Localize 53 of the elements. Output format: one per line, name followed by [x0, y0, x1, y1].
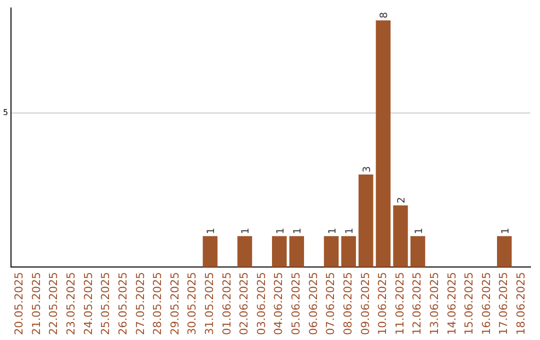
data-label: 1 — [344, 228, 356, 234]
data-label: 1 — [275, 228, 286, 234]
data-label: 1 — [292, 228, 304, 234]
bar — [358, 174, 374, 268]
data-label: 3 — [362, 166, 373, 173]
bar — [272, 236, 287, 268]
data-label: 1 — [206, 228, 218, 234]
x-tick-label: 15.06.2025 — [462, 272, 476, 336]
x-tick-label: 24.05.2025 — [82, 272, 95, 336]
data-label: 1 — [414, 228, 425, 234]
bar — [393, 205, 408, 268]
y-tick-label: 5 — [2, 108, 8, 117]
x-tick-label: 06.06.2025 — [306, 272, 320, 336]
data-label: 1 — [500, 228, 512, 234]
data-label: 1 — [327, 228, 338, 234]
x-tick-label: 11.06.2025 — [393, 272, 406, 336]
x-tick-label: 17.06.2025 — [497, 272, 510, 336]
x-tick-label: 10.06.2025 — [376, 272, 390, 336]
bar — [202, 236, 218, 268]
x-tick-label: 26.05.2025 — [116, 272, 130, 336]
x-tick-label: 08.06.2025 — [341, 272, 354, 336]
x-tick-label: 28.05.2025 — [151, 272, 164, 336]
x-tick-label: 13.06.2025 — [428, 272, 441, 336]
x-tick-label: 23.05.2025 — [64, 272, 78, 336]
bar — [497, 236, 512, 268]
x-tick-label: 02.06.2025 — [238, 272, 251, 336]
x-tick-label: 03.06.2025 — [254, 272, 268, 336]
x-tick-label: 05.06.2025 — [290, 272, 303, 336]
x-tick-label: 30.05.2025 — [186, 272, 199, 336]
bar — [410, 236, 426, 268]
bar — [376, 20, 391, 268]
bar — [289, 236, 304, 268]
data-label: 2 — [396, 196, 408, 204]
x-tick-label: 18.06.2025 — [514, 272, 528, 336]
x-tick-label: 25.05.2025 — [99, 272, 112, 336]
x-tick-label: 29.05.2025 — [168, 272, 182, 336]
data-label: 8 — [379, 12, 390, 18]
x-tick-label: 04.06.2025 — [272, 272, 286, 336]
data-label: 1 — [240, 228, 252, 234]
x-tick-label: 09.06.2025 — [358, 272, 372, 336]
x-tick-label: 12.06.2025 — [410, 272, 424, 336]
x-tick-label: 20.05.2025 — [12, 272, 26, 336]
bar — [341, 236, 356, 268]
x-tick-label: 22.05.2025 — [47, 272, 60, 336]
bar — [237, 236, 252, 268]
x-tick-label: 31.05.2025 — [202, 272, 216, 336]
x-tick-label: 14.06.2025 — [445, 272, 458, 336]
x-tick-label: 21.05.2025 — [30, 272, 43, 336]
x-tick-label: 07.06.2025 — [324, 272, 338, 336]
bar — [324, 236, 339, 268]
x-tick-label: 01.06.2025 — [220, 272, 234, 336]
x-tick-label: 16.06.2025 — [480, 272, 493, 336]
x-tick-label: 27.05.2025 — [134, 272, 147, 336]
